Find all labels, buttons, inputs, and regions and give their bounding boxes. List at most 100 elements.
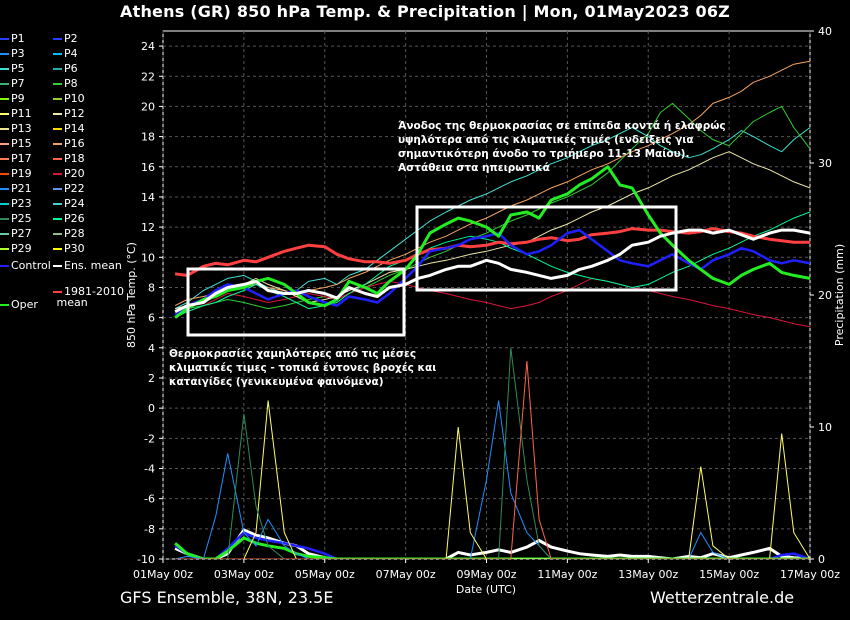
legend-swatch	[0, 265, 9, 267]
footer-source: Wetterzentrale.de	[650, 588, 795, 607]
legend-swatch	[53, 291, 62, 293]
legend-label: P19	[11, 167, 32, 180]
legend-item-p8: P8	[53, 77, 78, 91]
x-axis-label: Date (UTC)	[456, 583, 516, 596]
x-tick-label: 09May 00z	[456, 568, 516, 581]
x-tick-label: 13May 00z	[618, 568, 678, 581]
legend-swatch	[0, 128, 9, 130]
annotation-box-right	[415, 205, 678, 292]
annotation-boxes	[186, 205, 678, 337]
y-tick-label: 16	[141, 161, 155, 174]
precip-line-control	[174, 531, 810, 559]
legend-swatch	[0, 203, 9, 205]
legend-swatch	[0, 113, 9, 115]
y-tick-label: -8	[144, 523, 155, 536]
precip-line-p25	[175, 347, 810, 559]
legend-label: P26	[64, 212, 85, 225]
legend-swatch	[0, 143, 9, 145]
y-tick-label: 10	[141, 251, 155, 264]
legend-swatch	[53, 128, 62, 130]
legend-swatch	[53, 158, 62, 160]
y-tick-label: -6	[144, 493, 155, 506]
legend-swatch	[53, 98, 62, 100]
x-tick-label: 07May 00z	[376, 568, 436, 581]
legend-label: 1981-2010 mean	[53, 285, 124, 309]
legend-swatch	[53, 218, 62, 220]
y-tick-label: 4	[148, 342, 155, 355]
legend-swatch	[0, 188, 9, 190]
series-line-p12	[174, 151, 810, 310]
precip-line-oper	[174, 536, 810, 559]
legend-item-p30: P30	[53, 242, 85, 256]
legend-swatch	[53, 83, 62, 85]
y-tick-label: 22	[141, 70, 155, 83]
legend-item-p13: P13	[0, 122, 32, 136]
legend-item-p21: P21	[0, 182, 32, 196]
series-line-ens-mean	[174, 228, 810, 313]
legend-label: P9	[11, 92, 25, 105]
legend-item-ens-mean: Ens. mean	[53, 259, 122, 273]
y2-tick-label: 20	[818, 289, 832, 302]
precip-line-p3	[174, 400, 810, 559]
precip-line-p11	[175, 400, 810, 559]
temperature-lines	[174, 60, 810, 328]
x-tick-label: 15May 00z	[699, 568, 759, 581]
legend-swatch	[53, 265, 62, 267]
y2-tick-label: 40	[818, 25, 832, 38]
legend-swatch	[0, 173, 9, 175]
legend-label: Oper	[11, 298, 38, 311]
legend-swatch	[0, 38, 9, 40]
legend-label: P13	[11, 122, 32, 135]
legend-swatch	[53, 173, 62, 175]
annotation-box-left	[186, 267, 406, 337]
legend-label: P15	[11, 137, 32, 150]
y-tick-label: 12	[141, 221, 155, 234]
legend-swatch	[53, 188, 62, 190]
x-tick-label: 01May 00z	[133, 568, 193, 581]
legend-label: Ens. mean	[64, 259, 122, 272]
y-tick-label: 2	[148, 372, 155, 385]
legend-label: P27	[11, 227, 32, 240]
legend-label: P17	[11, 152, 32, 165]
legend-swatch	[0, 83, 9, 85]
legend-label: P29	[11, 242, 32, 255]
legend-label: P2	[64, 32, 78, 45]
x-tick-label: 05May 00z	[295, 568, 355, 581]
annotation-right: Άνοδος της θερμοκρασίας σε επίπεδα κοντά…	[398, 120, 729, 174]
legend-item-control: Control	[0, 259, 51, 273]
y-tick-label: 14	[141, 191, 155, 204]
y2-tick-label: 10	[818, 421, 832, 434]
legend-swatch	[53, 203, 62, 205]
series-line-p20	[174, 277, 810, 328]
legend-swatch	[53, 53, 62, 55]
legend-swatch	[53, 248, 62, 250]
y-tick-label: 20	[141, 100, 155, 113]
legend-item-p7: P7	[0, 77, 25, 91]
legend-label: P23	[11, 197, 32, 210]
y-tick-label: 8	[148, 281, 155, 294]
y-tick-label: -4	[144, 462, 155, 475]
legend-item-p10: P10	[53, 92, 85, 106]
y-tick-label: 24	[141, 40, 155, 53]
legend-item-oper: Oper	[0, 298, 38, 312]
legend-label: P14	[64, 122, 85, 135]
y-tick-label: 18	[141, 131, 155, 144]
legend-label: P8	[64, 77, 78, 90]
legend-label: P25	[11, 212, 32, 225]
legend-label: P7	[11, 77, 25, 90]
legend-swatch	[53, 38, 62, 40]
legend-label: P1	[11, 32, 25, 45]
legend-item-p24: P24	[53, 197, 85, 211]
legend-label: P20	[64, 167, 85, 180]
legend-item-p5: P5	[0, 62, 25, 76]
legend-item-p1: P1	[0, 32, 25, 46]
legend-item-p17: P17	[0, 152, 32, 166]
legend-swatch	[0, 248, 9, 250]
footer-model: GFS Ensemble, 38N, 23.5E	[120, 588, 334, 607]
legend-item-p26: P26	[53, 212, 85, 226]
legend-item-p27: P27	[0, 227, 32, 241]
annotation-left: Θερμοκρασίες χαμηλότερες από τις μέσες κ…	[169, 348, 440, 388]
legend-item-p28: P28	[53, 227, 85, 241]
legend-item-p15: P15	[0, 137, 32, 151]
